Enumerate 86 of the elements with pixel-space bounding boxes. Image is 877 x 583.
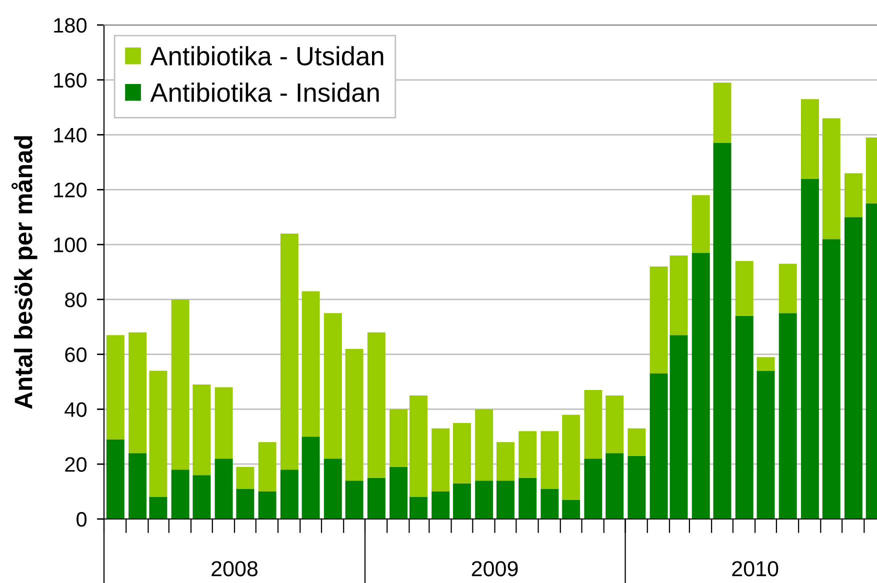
bar bbox=[606, 396, 624, 454]
bar bbox=[692, 195, 710, 253]
y-tick-label: 40 bbox=[64, 402, 87, 417]
bar bbox=[258, 492, 276, 519]
bar bbox=[822, 239, 840, 519]
bar bbox=[171, 470, 190, 519]
bar bbox=[302, 436, 320, 519]
legend-label: Antibiotika - Utsidan bbox=[150, 46, 384, 66]
bar bbox=[324, 458, 342, 519]
bar bbox=[236, 466, 254, 489]
bar bbox=[562, 414, 580, 500]
bar bbox=[713, 82, 732, 144]
bar bbox=[496, 480, 514, 519]
y-tick-label: 20 bbox=[65, 457, 87, 472]
bar bbox=[778, 313, 797, 519]
legend-label: Antibiotika - Insidan bbox=[150, 82, 379, 102]
bar bbox=[409, 396, 428, 498]
bar bbox=[584, 458, 602, 519]
bar bbox=[518, 431, 537, 478]
bar bbox=[670, 256, 688, 336]
bar bbox=[432, 492, 450, 519]
x-tick-label: 2010 bbox=[732, 561, 778, 576]
y-tick-label: 100 bbox=[54, 238, 87, 252]
bar bbox=[302, 291, 320, 437]
bar bbox=[106, 335, 124, 440]
bar bbox=[452, 422, 471, 484]
bar bbox=[756, 357, 775, 371]
bar bbox=[106, 439, 124, 519]
bar bbox=[214, 387, 233, 459]
bar bbox=[149, 497, 168, 519]
bar bbox=[628, 428, 646, 456]
bar bbox=[236, 488, 254, 519]
bar bbox=[822, 118, 840, 240]
y-axis-title: Antal besök per månad bbox=[12, 136, 38, 409]
bar bbox=[844, 173, 862, 218]
bar bbox=[540, 431, 559, 489]
bar bbox=[452, 483, 471, 519]
bar bbox=[171, 299, 190, 470]
bar bbox=[496, 442, 514, 481]
y-tick-label: 60 bbox=[65, 347, 87, 362]
bar bbox=[345, 480, 364, 519]
y-tick-label: 80 bbox=[65, 292, 87, 308]
bar bbox=[192, 384, 211, 476]
y-tick-label: 0 bbox=[76, 512, 87, 527]
bar bbox=[128, 332, 146, 454]
x-tick-label: 2009 bbox=[472, 561, 518, 576]
bar bbox=[735, 316, 754, 519]
bar bbox=[670, 335, 688, 519]
bar bbox=[324, 313, 342, 459]
bar bbox=[475, 409, 494, 481]
x-tick-label: 2008 bbox=[212, 561, 258, 576]
bar bbox=[692, 252, 710, 519]
bar bbox=[844, 217, 862, 519]
bar bbox=[192, 475, 211, 519]
bar bbox=[390, 466, 408, 519]
y-tick-label: 140 bbox=[54, 128, 87, 143]
bar bbox=[214, 458, 233, 519]
bar bbox=[650, 266, 668, 374]
bar bbox=[606, 453, 624, 519]
bar bbox=[475, 480, 494, 519]
y-tick-label: 180 bbox=[54, 18, 87, 33]
bar bbox=[562, 500, 580, 519]
bar bbox=[280, 470, 298, 519]
bar bbox=[800, 178, 819, 519]
bar bbox=[650, 374, 668, 519]
bar bbox=[518, 478, 537, 519]
bar bbox=[149, 370, 168, 498]
bar bbox=[432, 428, 450, 492]
bar bbox=[128, 453, 146, 519]
bar bbox=[800, 99, 819, 179]
bar bbox=[540, 488, 559, 519]
bar bbox=[628, 456, 646, 519]
bar bbox=[345, 348, 364, 481]
bar bbox=[584, 390, 602, 459]
bar bbox=[409, 497, 428, 519]
bar bbox=[390, 409, 408, 467]
bar bbox=[280, 234, 298, 470]
bar bbox=[756, 370, 775, 519]
bar bbox=[778, 264, 797, 314]
bar bbox=[258, 442, 276, 492]
bar bbox=[713, 143, 732, 519]
y-tick-label: 120 bbox=[54, 182, 87, 198]
bar bbox=[367, 478, 386, 519]
bar bbox=[367, 332, 386, 478]
y-tick-label: 160 bbox=[54, 72, 87, 88]
bar bbox=[735, 261, 754, 316]
